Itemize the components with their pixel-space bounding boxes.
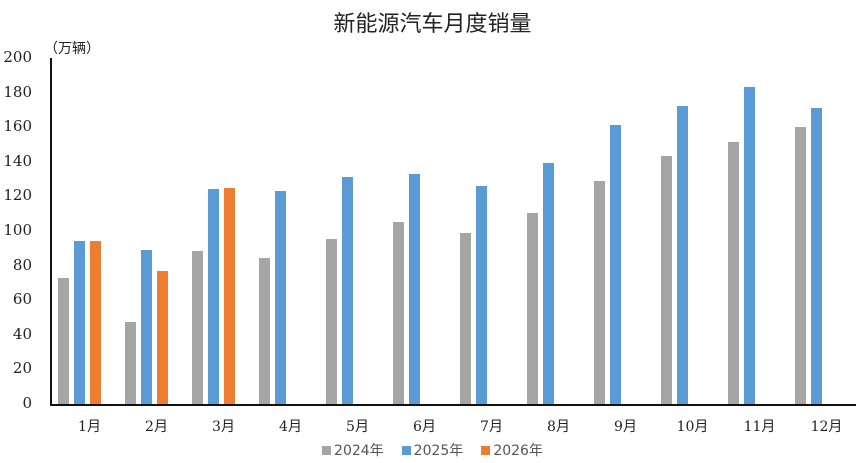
bar-2026年 (89, 240, 101, 404)
bar-2024年 (325, 238, 337, 404)
x-tick-label: 4月 (279, 419, 302, 435)
bar-group (319, 58, 386, 404)
bar-2025年 (676, 106, 688, 404)
bar-2024年 (191, 250, 203, 404)
bar-group (788, 58, 855, 404)
y-axis-line (50, 58, 52, 406)
bar-2025年 (542, 162, 554, 404)
bar-group (587, 58, 654, 404)
bar-2025年 (475, 186, 487, 404)
x-tick-label: 7月 (480, 419, 503, 435)
y-tick-label: 120 (3, 186, 32, 205)
bar-group (386, 58, 453, 404)
bar-group (118, 58, 185, 404)
y-axis-unit-label: （万辆） (44, 41, 100, 57)
bar-2026年 (156, 270, 168, 404)
y-tick-label: 60 (12, 290, 32, 309)
y-tick-label: 80 (12, 255, 32, 274)
legend-label: 2025年 (413, 443, 464, 459)
legend-swatch-icon (481, 445, 491, 455)
legend-swatch-icon (401, 445, 411, 455)
bar-2025年 (408, 173, 420, 404)
legend-item: 2025年 (401, 440, 464, 460)
bar-2024年 (392, 221, 404, 404)
bar-2025年 (140, 250, 152, 404)
y-tick-label: 160 (3, 117, 32, 136)
x-tick-label: 1月 (78, 419, 101, 435)
x-tick-label: 11月 (743, 419, 776, 435)
bar-group (252, 58, 319, 404)
bar-2024年 (258, 257, 270, 404)
bar-2025年 (73, 240, 85, 404)
bar-2025年 (207, 189, 219, 404)
bar-2025年 (341, 177, 353, 404)
bar-2024年 (593, 180, 605, 404)
bar-group (520, 58, 587, 404)
chart-title: 新能源汽车月度销量 (333, 12, 532, 37)
legend-item: 2024年 (322, 440, 384, 460)
y-tick-label: 100 (3, 221, 32, 239)
bar-2026年 (223, 187, 235, 404)
x-tick-label: 2月 (145, 419, 168, 435)
x-tick-label: 12月 (810, 419, 843, 435)
x-tick-label: 3月 (212, 419, 235, 435)
y-tick-label: 20 (12, 359, 32, 378)
bar-2024年 (794, 127, 806, 404)
legend-label: 2026年 (493, 443, 543, 459)
y-tick-label: 200 (3, 48, 32, 66)
bar-2024年 (660, 155, 672, 404)
bar-2024年 (526, 212, 538, 404)
bar-2024年 (727, 141, 739, 404)
bar-2024年 (124, 321, 136, 404)
bar-2025年 (274, 191, 286, 404)
legend-label: 2024年 (334, 443, 384, 459)
legend: 2024年 2025年 2026年 (0, 440, 865, 460)
bar-2024年 (459, 232, 471, 404)
legend-item: 2026年 (481, 440, 543, 460)
bar-group (721, 58, 788, 404)
y-tick-label: 40 (12, 324, 32, 343)
bar-group (654, 58, 721, 404)
plot-area (51, 58, 855, 404)
x-tick-label: 5月 (346, 419, 369, 435)
bar-2025年 (609, 125, 621, 404)
bar-2024年 (57, 277, 69, 404)
bar-group (51, 58, 118, 404)
x-tick-label: 10月 (676, 419, 709, 435)
x-tick-label: 8月 (547, 419, 570, 435)
bar-2025年 (743, 87, 755, 404)
bar-group (185, 58, 252, 404)
bar-group (453, 58, 520, 404)
bar-2025年 (810, 108, 822, 404)
x-tick-label: 9月 (614, 419, 637, 435)
legend-swatch-icon (322, 445, 332, 455)
y-tick-label: 180 (3, 82, 32, 101)
y-tick-label: 140 (3, 151, 32, 170)
x-axis-line (50, 404, 856, 406)
y-tick-label: 0 (22, 394, 32, 412)
x-tick-label: 6月 (413, 419, 436, 435)
